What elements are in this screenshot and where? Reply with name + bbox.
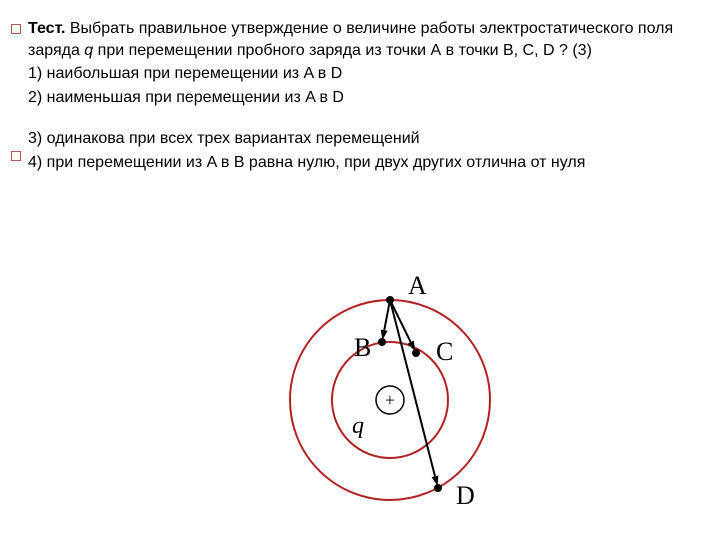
title-var: q <box>84 42 93 59</box>
option-1: 1) наибольшая при перемещении из A в D <box>28 63 692 85</box>
svg-text:D: D <box>456 481 475 510</box>
bullet-1 <box>10 23 20 33</box>
option-3: 3) одинакова при всех трех вариантах пер… <box>28 128 692 150</box>
svg-text:C: C <box>436 337 453 366</box>
field-diagram: + q A B C D <box>260 260 520 520</box>
title-strong: Тест. <box>28 20 65 37</box>
svg-text:A: A <box>408 271 427 300</box>
bullet-2 <box>10 150 20 160</box>
question-text: Тест. Выбрать правильное утверждение о в… <box>28 18 692 174</box>
svg-text:q: q <box>352 413 364 439</box>
option-4: 4) при перемещении из A в B равна нулю, … <box>28 152 692 174</box>
title-after-var: при перемещении пробного заряда из точки… <box>93 42 592 59</box>
svg-text:B: B <box>354 333 371 362</box>
option-2: 2) наименьшая при перемещении из A в D <box>28 87 692 109</box>
svg-text:+: + <box>385 390 395 410</box>
